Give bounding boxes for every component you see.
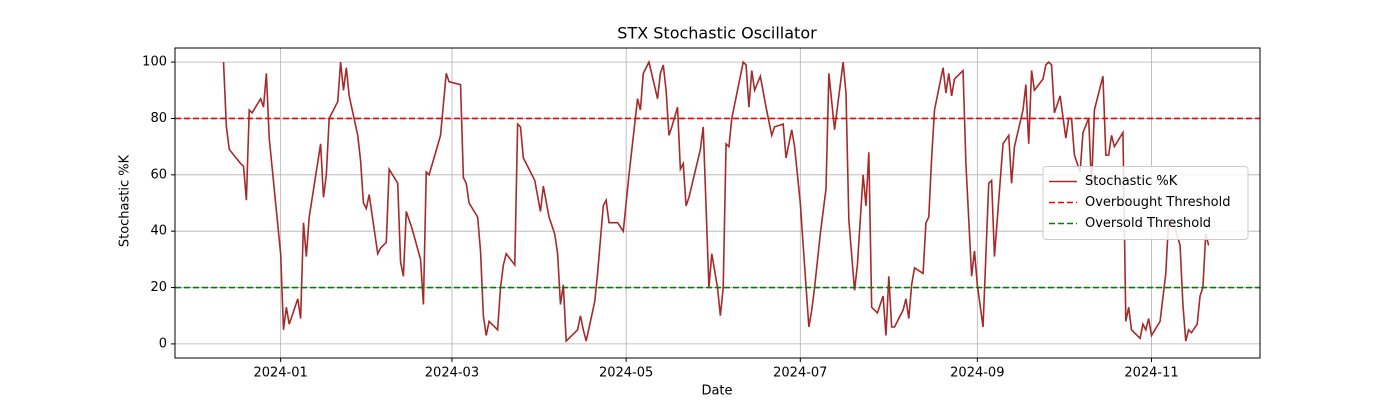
x-tick-label: 2024-11 [1124,366,1178,381]
y-tick-label: 20 [150,280,167,295]
x-axis-label: Date [701,384,732,399]
line-series [222,59,1210,343]
x-tick-label: 2024-01 [253,366,307,381]
y-tick-label: 0 [159,336,167,351]
y-tick-label: 80 [150,111,167,126]
y-tick-label: 40 [150,224,167,239]
x-tick-label: 2024-07 [773,366,827,381]
legend-label: Overbought Threshold [1085,195,1231,210]
plot-frame [174,47,1261,359]
legend-box [1042,166,1249,240]
legend-label: Stochastic %K [1085,174,1178,189]
y-axis-label: Stochastic %K [118,154,133,247]
legend-label: Oversold Threshold [1085,216,1211,231]
x-tick-label: 2024-05 [599,366,653,381]
y-tick-label: 100 [142,55,167,70]
y-tick-label: 60 [150,167,167,182]
x-tick-label: 2024-09 [950,366,1004,381]
chart-title: STX Stochastic Oscillator [617,24,817,43]
x-tick-label: 2024-03 [425,366,479,381]
